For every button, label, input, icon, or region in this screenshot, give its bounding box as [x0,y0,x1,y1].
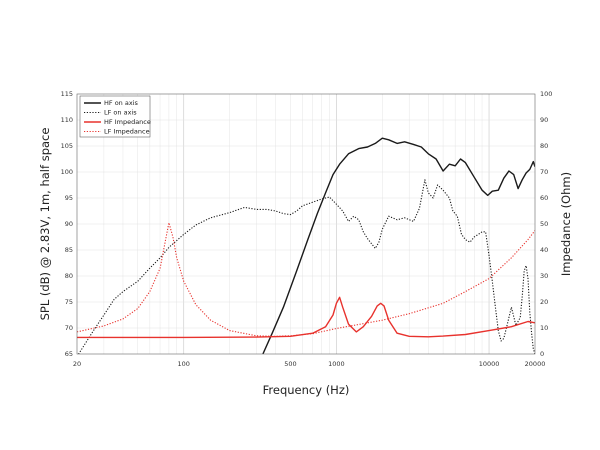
y-tick-label: 115 [61,90,73,98]
series-lf-on-axis [77,179,535,354]
y-tick-label: 105 [61,142,73,150]
series-hf-on-axis [262,137,535,354]
y2-tick-label: 10 [540,324,548,332]
y2-tick-label: 100 [540,90,552,98]
series-hf-impedance [77,296,535,339]
y2-tick-label: 70 [540,168,548,176]
plot-frame [76,93,536,355]
y2-tick-label: 50 [540,220,548,228]
y2-tick-label: 80 [540,142,548,150]
series-lf-impedance [77,222,535,337]
legend-label-lf-on-axis: LF on axis [104,109,137,117]
x-tick-label: 500 [284,360,296,368]
x-axis-title: Frequency (Hz) [263,383,350,397]
y-tick-label: 65 [65,350,73,358]
y-tick-label: 110 [61,116,73,124]
y-tick-label: 85 [65,246,73,254]
y2-tick-label: 90 [540,116,548,124]
y-axis-title: SPL (dB) @ 2.83V, 1m, half space [38,128,52,321]
legend-label-hf-impedance: HF Impedance [104,118,151,126]
x-tick-label: 20 [73,360,81,368]
y2-tick-label: 20 [540,298,548,306]
y-tick-label: 80 [65,272,73,280]
y2-axis-title: Impedance (Ohm) [559,172,573,276]
x-tick-label: 20000 [525,360,546,368]
grid [77,94,535,354]
x-tick-labels: 20 100 500 1000 10000 20000 [73,360,545,368]
y-tick-labels: 65 70 75 80 85 90 95 100 105 110 115 [61,90,73,358]
y-tick-label: 75 [65,298,73,306]
x-tick-label: 10000 [479,360,500,368]
y-tick-label: 70 [65,324,73,332]
legend-label-lf-impedance: LF Impedance [104,128,150,136]
y2-tick-labels: 0 10 20 30 40 50 60 70 80 90 100 [540,90,552,358]
legend-label-hf-on-axis: HF on axis [104,99,138,107]
y-tick-label: 90 [65,220,73,228]
y2-tick-label: 0 [540,350,544,358]
y2-tick-label: 40 [540,246,548,254]
y-tick-label: 100 [61,168,73,176]
x-tick-label: 1000 [328,360,345,368]
y2-tick-label: 30 [540,272,548,280]
y2-tick-label: 60 [540,194,548,202]
x-tick-label: 100 [177,360,189,368]
y-tick-label: 95 [65,194,73,202]
series-layer [77,137,535,354]
